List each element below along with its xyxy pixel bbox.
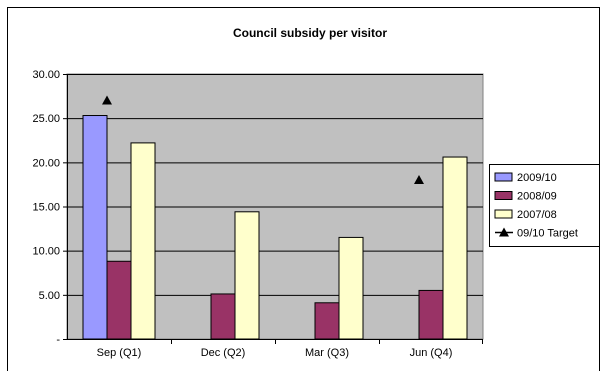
plot-area: - 5.00 10.00 15.00 20.00 25.00 30.00 Sep (Q1) De… <box>32 69 484 359</box>
bar <box>106 260 132 340</box>
bar <box>338 236 364 340</box>
legend: 2009/10 2008/09 2007/08 09/10 Target <box>489 164 600 247</box>
y-tick-label: 5.00 <box>39 290 60 302</box>
legend-swatch <box>494 172 513 182</box>
bar <box>418 289 444 340</box>
y-tick-label: 15.00 <box>32 202 60 214</box>
y-tick-label: 20.00 <box>32 157 60 169</box>
legend-label: 2008/09 <box>517 191 557 203</box>
legend-label: 2007/08 <box>517 209 557 221</box>
bar <box>442 156 468 340</box>
x-tick-label: Jun (Q4) <box>410 347 453 359</box>
x-tick-label: Sep (Q1) <box>97 347 142 359</box>
legend-label: 09/10 Target <box>517 228 578 240</box>
legend-label: 2009/10 <box>517 172 557 184</box>
target-marker <box>414 175 424 184</box>
x-tick-label: Mar (Q3) <box>305 347 349 359</box>
bar <box>234 211 260 340</box>
target-marker <box>102 95 112 105</box>
bar <box>130 142 156 340</box>
legend-swatch <box>494 191 513 200</box>
bar <box>314 302 340 340</box>
y-tick-label: 30.00 <box>32 69 60 81</box>
legend-marker <box>499 227 509 237</box>
x-tick-label: Dec (Q2) <box>201 347 246 359</box>
legend-swatch <box>494 209 513 219</box>
chart-title: Council subsidy per visitor <box>233 26 387 40</box>
bar <box>210 293 236 340</box>
y-tick-label: 25.00 <box>32 113 60 125</box>
bar <box>82 115 108 340</box>
y-tick-label: - <box>56 334 60 346</box>
y-tick-label: 10.00 <box>32 246 60 258</box>
